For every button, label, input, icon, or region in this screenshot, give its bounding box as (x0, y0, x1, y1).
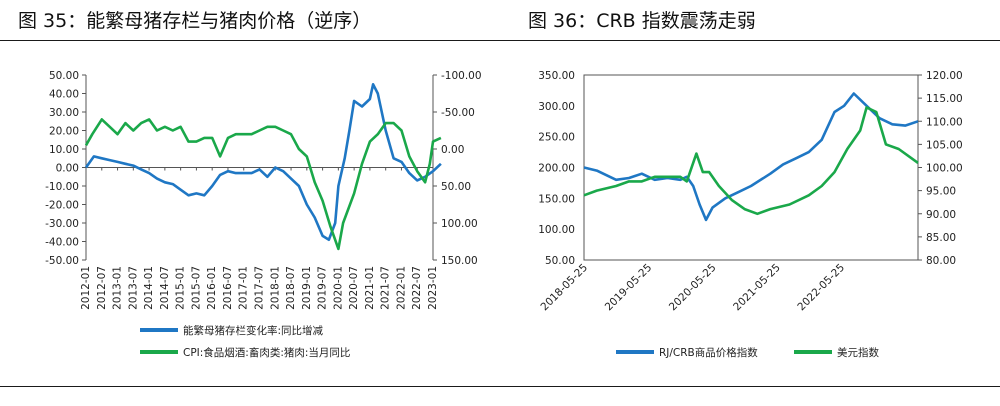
x-tick-label: 2023-01 (427, 266, 439, 310)
x-tick-label: 2018-05-25 (538, 262, 590, 314)
x-tick-label: 2019-05-25 (603, 262, 655, 314)
y-left-tick-label: 10.00 (49, 144, 79, 156)
y-right-tick-label: 85.00 (926, 232, 956, 244)
y-left-tick-label: 250.00 (538, 132, 575, 144)
legend-label-1: CPI:食品烟酒:畜肉类:猪肉:当月同比 (183, 346, 350, 359)
y-right-tick-label: 100.00 (926, 163, 963, 175)
x-tick-label: 2019-07 (317, 266, 329, 310)
legend-label-0: RJ/CRB商品价格指数 (659, 346, 758, 359)
y-right-tick-label: 120.00 (926, 70, 963, 82)
y-right-tick-label: 100.00 (441, 218, 478, 230)
series-line-0 (84, 83, 442, 241)
y-right-tick-label: 80.00 (926, 255, 956, 267)
chart-panel-left: 图 35：能繁母猪存栏与猪肉价格（逆序） 50.00 40.00 30.00 20.0… (18, 10, 482, 359)
x-tick-label: 2020-01 (332, 266, 344, 310)
y-left-tick-label: 150.00 (538, 193, 575, 205)
y-left-tick-label: 50.00 (49, 70, 79, 82)
x-tick-label: 2014-01 (143, 266, 155, 310)
chart-title-left: 图 35：能繁母猪存栏与猪肉价格（逆序） (18, 10, 372, 32)
y-right-tick-label: 95.00 (926, 186, 956, 198)
y-right-tick-label: 150.00 (441, 255, 478, 267)
chart-svg-left: 50.00 40.00 30.00 20.00 10.00 0.00 -10.00 -20.0… (45, 70, 482, 359)
y-right-tick-label: 110.00 (926, 116, 963, 128)
y-left-tick-label: 350.00 (538, 70, 575, 82)
series-line-1 (84, 118, 442, 251)
x-tick-label: 2013-01 (112, 266, 124, 310)
y-right-tick-label: 90.00 (926, 209, 956, 221)
y-right-tick-label: 115.00 (926, 93, 963, 105)
y-left-tick-label: 0.00 (56, 163, 79, 175)
bottom-rule (0, 386, 1000, 387)
y-left-tick-label: -10.00 (45, 181, 79, 193)
x-tick-label: 2012-07 (96, 266, 108, 310)
chart-panel-right: 图 36：CRB 指数震荡走弱 350.00 300.00 250.00 200.00… (500, 0, 1000, 406)
y-left-tick-label: -30.00 (45, 218, 79, 230)
y-left-tick-label: 300.00 (538, 101, 575, 113)
series-line-0 (583, 92, 919, 222)
x-tick-label: 2012-01 (80, 266, 92, 310)
y-left-tick-label: 50.00 (545, 255, 575, 267)
x-tick-label: 2017-07 (254, 266, 266, 310)
x-tick-label: 2015-01 (175, 266, 187, 310)
chart-title-right: 图 36：CRB 指数震荡走弱 (528, 10, 756, 32)
plot-frame (583, 74, 919, 261)
y-right-tick-label: 0.00 (441, 144, 464, 156)
x-tick-label: 2016-07 (222, 266, 234, 310)
y-left-tick-label: -50.00 (45, 255, 79, 267)
y-left-tick-label: 100.00 (538, 224, 575, 236)
y-left-tick-label: 30.00 (49, 107, 79, 119)
y-right-tick-label: 50.00 (441, 181, 471, 193)
x-tick-label: 2021-01 (364, 266, 376, 310)
y-right-tick-label: -50.00 (441, 107, 475, 119)
y-left-tick-label: 200.00 (538, 163, 575, 175)
y-left-tick-label: 40.00 (49, 89, 79, 101)
x-tick-label: 2022-01 (395, 266, 407, 310)
legend-label-0: 能繁母猪存栏变化率:同比增减 (183, 324, 324, 337)
x-tick-label: 2015-07 (190, 266, 202, 310)
top-rule (0, 40, 1000, 41)
legend-label-1: 美元指数 (837, 346, 879, 359)
x-tick-label: 2017-01 (238, 266, 250, 310)
x-tick-label: 2020-05-25 (667, 262, 719, 314)
x-tick-label: 2022-05-25 (795, 262, 847, 314)
x-tick-label: 2021-05-25 (731, 262, 783, 314)
y-left-tick-label: 20.00 (49, 126, 79, 138)
x-tick-label: 2018-07 (285, 266, 297, 310)
x-tick-label: 2018-01 (269, 266, 281, 310)
x-tick-label: 2019-01 (301, 266, 313, 310)
series-line-1 (583, 106, 919, 216)
x-tick-label: 2016-01 (206, 266, 218, 310)
x-tick-label: 2020-07 (348, 266, 360, 310)
y-right-tick-label: -100.00 (441, 70, 482, 82)
y-right-tick-label: 105.00 (926, 139, 963, 151)
x-tick-label: 2013-07 (127, 266, 139, 310)
x-tick-label: 2021-07 (380, 266, 392, 310)
x-tick-label: 2014-07 (159, 266, 171, 310)
chart-svg-right: 350.00 300.00 250.00 200.00 150.00 100.00 50.0… (538, 70, 963, 359)
y-left-tick-label: -20.00 (45, 200, 79, 212)
y-left-tick-label: -40.00 (45, 237, 79, 249)
x-tick-label: 2022-07 (411, 266, 423, 310)
